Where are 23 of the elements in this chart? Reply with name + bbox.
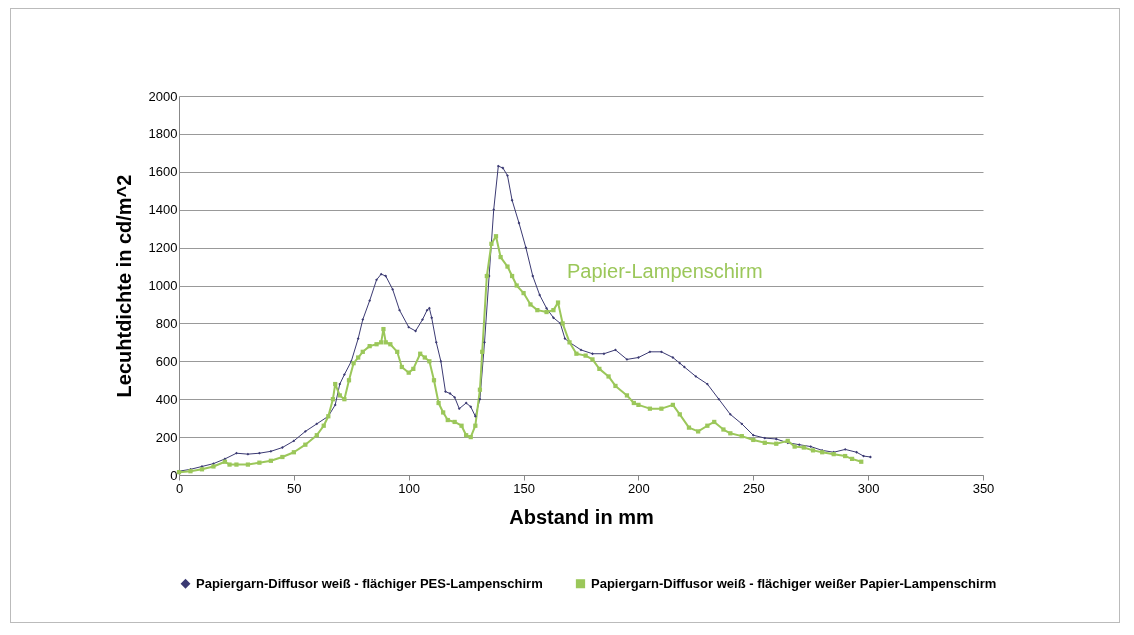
- y-tick-label: 800: [155, 315, 178, 331]
- x-tick-label: 150: [513, 480, 535, 496]
- y-tick-label: 1600: [148, 164, 178, 180]
- legend-label: Papiergarn-Diffusor weiß - flächiger weißer Papier-Lampenschirm: [591, 575, 997, 591]
- x-tick-label: 250: [742, 480, 765, 496]
- y-tick-label: 0: [170, 467, 178, 483]
- annotation: Papier-Lampenschirm: [567, 260, 763, 282]
- y-tick-label: 2000: [148, 88, 178, 104]
- x-tick-label: 50: [287, 480, 302, 496]
- y-axis-title: Lecuhtdichte in cd/m^2: [112, 174, 135, 398]
- legend-label: Papiergarn-Diffusor weiß - flächiger PES-Lampenschirm: [196, 575, 543, 591]
- x-tick-label: 300: [857, 480, 880, 496]
- y-tick-label: 1000: [148, 278, 178, 293]
- y-tick-label: 1400: [148, 202, 178, 218]
- x-axis-title: Abstand in mm: [509, 505, 654, 528]
- y-tick-label: 1200: [148, 240, 178, 256]
- x-tick-label: 350: [972, 480, 995, 496]
- y-tick-label: 600: [155, 353, 178, 369]
- y-tick-label: 400: [155, 391, 178, 407]
- y-tick-label: 1800: [148, 126, 178, 142]
- x-tick-label: 200: [628, 480, 650, 496]
- x-tick-label: 100: [398, 480, 421, 496]
- y-tick-label: 200: [155, 429, 178, 445]
